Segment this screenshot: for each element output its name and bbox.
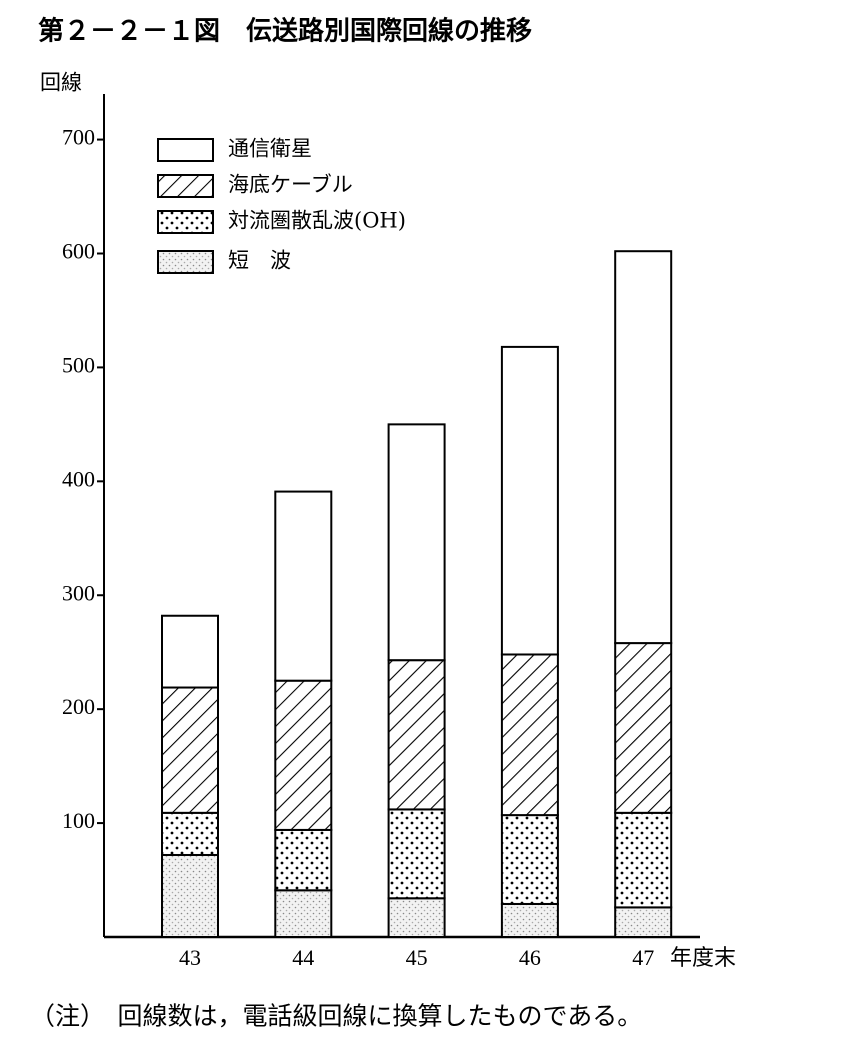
chart-title: 第２－２－１図 伝送路別国際回線の推移 bbox=[38, 16, 532, 47]
y-tick-label: 400 bbox=[62, 466, 95, 491]
legend-swatch bbox=[157, 250, 214, 274]
legend-label: 短 波 bbox=[228, 249, 291, 273]
bar-segment bbox=[500, 345, 559, 656]
legend-swatch bbox=[157, 174, 214, 198]
bar-segment bbox=[387, 423, 446, 662]
y-tick-label: 100 bbox=[62, 808, 95, 833]
x-tick-label: 47 bbox=[632, 945, 654, 970]
bar-segment bbox=[274, 490, 333, 682]
bar-segment bbox=[614, 250, 673, 645]
bar-segment bbox=[614, 906, 673, 939]
bar-segment bbox=[161, 811, 219, 856]
bar-segment bbox=[274, 828, 333, 892]
x-tick-label: 43 bbox=[179, 945, 201, 970]
x-tick-label: 46 bbox=[519, 945, 541, 970]
legend-label: 対流圏散乱波(OH) bbox=[228, 209, 406, 233]
bar-segment bbox=[387, 897, 446, 939]
bar-segment bbox=[500, 653, 559, 817]
bar-segment bbox=[274, 679, 333, 831]
bar-segment bbox=[614, 811, 673, 909]
y-tick-label: 200 bbox=[62, 694, 95, 719]
bar-segment bbox=[614, 642, 673, 814]
x-tick-label: 44 bbox=[292, 945, 314, 970]
legend-swatch bbox=[157, 210, 214, 234]
x-axis-label: 年度末 bbox=[670, 945, 736, 970]
bar-segment bbox=[161, 686, 219, 814]
bar-segment bbox=[500, 814, 559, 905]
x-tick-label: 45 bbox=[406, 945, 428, 970]
y-tick-label: 700 bbox=[62, 125, 95, 150]
bar-segment bbox=[274, 889, 333, 938]
y-axis-label: 回線 bbox=[40, 71, 82, 95]
legend-label: 海底ケーブル bbox=[228, 173, 353, 197]
y-tick-label: 500 bbox=[62, 352, 95, 377]
y-tick-label: 600 bbox=[62, 239, 95, 264]
bar-segment bbox=[161, 614, 219, 689]
bar-segment bbox=[387, 808, 446, 900]
legend-swatch bbox=[157, 138, 214, 162]
bar-segment bbox=[161, 853, 219, 939]
legend-label: 通信衛星 bbox=[228, 137, 312, 161]
y-tick-label: 300 bbox=[62, 580, 95, 605]
bar-segment bbox=[500, 902, 559, 938]
bar-segment bbox=[387, 659, 446, 811]
note: （注） 回線数は，電話級回線に換算したものである。 bbox=[30, 1002, 642, 1031]
